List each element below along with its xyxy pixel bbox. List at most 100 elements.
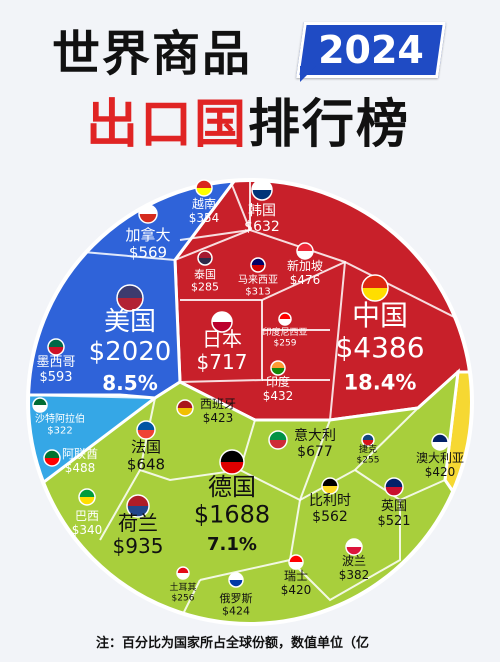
country-value-label: $313	[245, 287, 270, 298]
country-name-label: 德国	[208, 473, 256, 501]
country-name-label: 英国	[381, 499, 407, 514]
id-flag-icon	[278, 312, 292, 326]
country-value-label: $2020	[89, 337, 172, 367]
ru-flag-icon	[228, 572, 244, 588]
country-value-label: $256	[172, 593, 195, 603]
country-name-label: 沙特阿拉伯	[35, 412, 85, 425]
us-flag-icon	[116, 284, 144, 312]
jp-flag-icon	[211, 311, 233, 333]
be-flag-icon	[321, 477, 339, 495]
br-flag-icon	[78, 488, 96, 506]
country-name-label: 瑞士	[284, 569, 308, 583]
country-name-label: 土耳其	[169, 581, 196, 593]
country-name-label: 印度尼西亚	[262, 326, 307, 338]
country-value-label: $521	[377, 514, 410, 529]
country-name-label: 西班牙	[200, 397, 236, 411]
cz-flag-icon	[361, 433, 375, 447]
de-flag-icon	[219, 449, 245, 475]
country-value-label: $593	[39, 370, 72, 385]
it-flag-icon	[268, 430, 288, 450]
my-flag-icon	[250, 257, 266, 273]
th-flag-icon	[197, 250, 213, 266]
au-flag-icon	[431, 433, 449, 451]
country-value-label: $4386	[335, 331, 424, 364]
country-value-label: $562	[312, 509, 348, 525]
kr-flag-icon	[251, 179, 273, 201]
sa-flag-icon	[32, 397, 48, 413]
title-line2-red: 出口国	[86, 95, 249, 155]
country-name-label: 中国	[352, 299, 408, 332]
country-name-label: 澳大利亚	[416, 451, 464, 465]
country-value-label: $354	[189, 211, 220, 225]
cell-border	[28, 394, 156, 399]
title-line1: 世界商品	[52, 26, 253, 82]
country-name-label: 加拿大	[125, 226, 170, 244]
country-name-label: 波兰	[342, 554, 366, 568]
fr-flag-icon	[136, 420, 156, 440]
country-name-label: 俄罗斯	[220, 592, 253, 605]
country-name-label: 墨西哥	[36, 355, 75, 370]
country-name-label: 韩国	[248, 203, 276, 219]
cell-border	[139, 419, 256, 482]
country-name-label: 越南	[192, 196, 216, 211]
cell-border	[174, 228, 347, 421]
nl-flag-icon	[126, 494, 150, 518]
country-name-label: 巴西	[75, 509, 99, 523]
country-value-label: $420	[425, 465, 456, 479]
country-value-label: $632	[244, 219, 280, 235]
chart-outline	[26, 178, 474, 626]
country-name-label: 美国	[104, 307, 156, 337]
flag-layer	[32, 179, 449, 588]
country-value-label: $285	[191, 281, 219, 294]
country-value-label: $569	[129, 243, 167, 261]
footnote: 注：百分比为国家所占全球份额，数值单位（亿	[96, 636, 370, 651]
region-layer	[28, 180, 472, 624]
country-value-label: $420	[281, 583, 312, 597]
country-value-label: $488	[65, 461, 96, 475]
badge-tail	[300, 66, 316, 82]
country-value-label: $677	[297, 444, 333, 460]
cell-border	[179, 229, 251, 241]
country-value-label: $423	[203, 411, 234, 425]
cell-border	[169, 579, 201, 624]
country-value-label: $935	[113, 534, 164, 558]
cn-flag-icon	[361, 274, 389, 302]
pl-flag-icon	[345, 538, 363, 556]
country-value-label: $424	[222, 605, 250, 618]
country-name-label: 泰国	[194, 267, 216, 281]
country-name-label: 比利时	[309, 493, 351, 509]
country-value-label: $322	[47, 426, 72, 437]
es-flag-icon	[176, 399, 194, 417]
country-share-label: 8.5%	[102, 371, 157, 395]
country-name-label: 阿联酋	[62, 446, 98, 461]
gb-flag-icon	[384, 477, 404, 497]
country-share-label: 18.4%	[344, 370, 417, 394]
cell-border	[229, 180, 251, 231]
country-name-label: 法国	[131, 438, 161, 456]
ae-flag-icon	[43, 449, 61, 467]
country-name-label: 马来西亚	[238, 274, 278, 286]
label-layer: 中国$4386 18.4% 美国$2020 8.5% 德国$1688 7.1% 荷兰$935…	[35, 196, 464, 618]
country-share-label: 7.1%	[207, 534, 257, 555]
in-flag-icon	[270, 360, 286, 376]
country-name-label: 荷兰	[118, 511, 158, 535]
mx-flag-icon	[47, 338, 65, 356]
country-name-label: 新加坡	[287, 258, 323, 273]
country-value-label: $476	[290, 273, 321, 287]
country-value-label: $648	[127, 455, 165, 473]
country-value-label: $1688	[194, 501, 270, 529]
tr-flag-icon	[176, 566, 190, 580]
country-value-label: $432	[263, 389, 294, 403]
title-line2-dark: 排行榜	[248, 95, 411, 155]
ch-flag-icon	[288, 554, 304, 570]
ca-flag-icon	[138, 204, 158, 224]
country-value-label: $717	[197, 350, 248, 374]
vn-flag-icon	[195, 179, 213, 197]
country-name-label: 日本	[202, 327, 242, 351]
country-name-label: 意大利	[294, 427, 336, 444]
sg-flag-icon	[296, 242, 314, 260]
country-value-label: $259	[274, 338, 297, 348]
title-line2: 出口国排行榜	[86, 82, 410, 157]
cell-border	[289, 500, 401, 602]
